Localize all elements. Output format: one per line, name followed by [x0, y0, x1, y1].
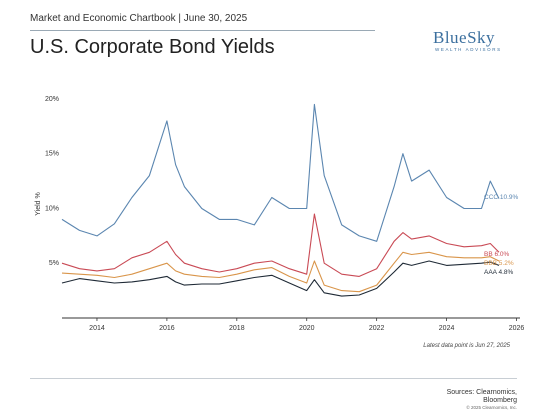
- y-axis-label: Yield %: [35, 192, 42, 215]
- header-divider: [30, 30, 375, 31]
- logo-wordmark: BlueSky: [433, 28, 496, 47]
- x-tick-label: 2022: [369, 325, 385, 332]
- sources-line-1: Sources: Clearnomics,: [446, 389, 517, 396]
- page-title: U.S. Corporate Bond Yields: [30, 36, 275, 58]
- copyright: © 2025 Clearnomics, Inc.: [466, 405, 517, 410]
- x-tick-label: 2020: [299, 325, 315, 332]
- end-label-bbb: BBB 5.2%: [484, 260, 514, 267]
- sources-line-2: Bloomberg: [483, 397, 517, 404]
- y-tick-label: 10%: [45, 205, 59, 212]
- y-tick-label: 20%: [45, 96, 59, 103]
- series-line-bb: [61, 213, 500, 277]
- x-tick-label: 2018: [229, 325, 245, 332]
- logo-tagline: WEALTH ADVISORS: [435, 47, 502, 52]
- footer-divider: [30, 378, 517, 379]
- series-line-aaa: [61, 260, 500, 297]
- latest-data-note: Latest data point is Jun 27, 2025: [423, 343, 510, 349]
- chartbook-subtitle: Market and Economic Chartbook | June 30,…: [30, 13, 248, 24]
- bluesky-logo: BlueSky WEALTH ADVISORS: [433, 28, 528, 52]
- x-tick-label: 2016: [159, 325, 175, 332]
- x-tick-label: 2026: [509, 325, 525, 332]
- sources-note: Sources: Clearnomics, Bloomberg: [380, 389, 517, 405]
- series-line-bbb: [61, 251, 500, 293]
- end-label-aaa: AAA 4.8%: [484, 269, 513, 276]
- end-label-bb: BB 6.0%: [484, 251, 510, 258]
- y-tick-label: 15%: [45, 151, 59, 158]
- x-tick-label: 2014: [89, 325, 105, 332]
- series-line-ccc: [61, 103, 500, 242]
- x-tick-label: 2024: [439, 325, 455, 332]
- y-tick-label: 5%: [49, 260, 59, 267]
- end-label-ccc: CCC 10.9%: [484, 194, 519, 201]
